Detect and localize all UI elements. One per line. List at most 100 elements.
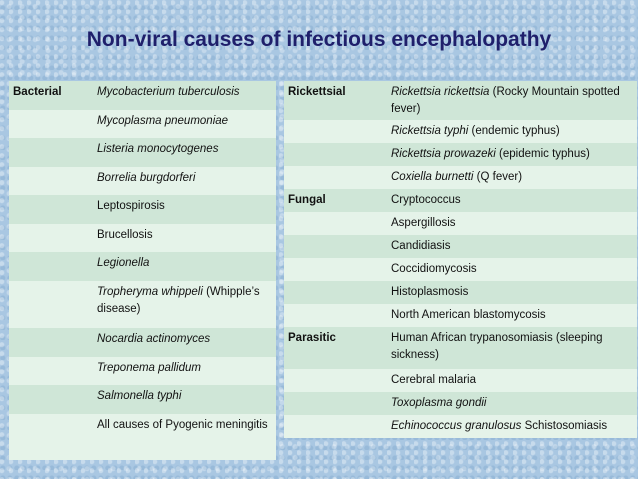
organism-cell: Coccidiomycosis (387, 258, 637, 282)
organism-note: (epidemic typhus) (499, 148, 590, 161)
organism-cell: Echinococcus granulosus Schistosomiasis (387, 415, 637, 439)
category-cell (284, 415, 387, 439)
organism-name: Brucellosis (97, 229, 153, 241)
category-cell (284, 392, 387, 416)
organism-name: Echinococcus granulosus (391, 420, 522, 433)
organism-name: Mycobacterium tuberculosis (97, 86, 240, 98)
table-row: Rickettsia typhi (endemic typhus) (284, 120, 637, 144)
organism-cell: Cryptococcus (387, 189, 637, 213)
organism-name: Rickettsia typhi (391, 125, 469, 138)
organism-cell: Borrelia burgdorferi (93, 167, 276, 195)
organism-name: Aspergillosis (391, 217, 456, 230)
organism-cell: Rickettsia prowazeki (epidemic typhus) (387, 143, 637, 167)
category-cell (9, 357, 93, 385)
table-row: Rickettsia prowazeki (epidemic typhus) (284, 143, 637, 167)
bacterial-table: Bacterial Mycobacterium tuberculosis Mycop… (9, 81, 276, 460)
organism-cell: Aspergillosis (387, 212, 637, 236)
organism-cell: Human African trypanosomiasis (sleeping … (387, 327, 637, 370)
table-row: Aspergillosis (284, 212, 637, 236)
category-cell (9, 110, 93, 138)
category-cell (9, 414, 93, 460)
category-cell (284, 258, 387, 282)
table-row: Fungal Cryptococcus (284, 189, 637, 213)
table-row: Treponema pallidum (9, 357, 276, 385)
organism-note: (Whipple’s disease) (97, 286, 260, 315)
table-row: Borrelia burgdorferi (9, 167, 276, 195)
category-cell: Bacterial (9, 81, 93, 110)
organism-cell: Histoplasmosis (387, 281, 637, 305)
table-row: Cerebral malaria (284, 369, 637, 393)
organism-name: Coccidiomycosis (391, 263, 477, 276)
organism-name: Listeria monocytogenes (97, 143, 219, 155)
category-cell (9, 252, 93, 281)
organism-cell: All causes of Pyogenic meningitis (93, 414, 276, 460)
organism-note: (Q fever) (476, 171, 523, 184)
other-causes-table: Rickettsial Rickettsia rickettsia (Rocky … (284, 81, 637, 439)
organism-name: Mycoplasma pneumoniae (97, 115, 229, 127)
organism-name: Toxoplasma gondii (391, 397, 487, 410)
organism-name: Treponema pallidum (97, 362, 201, 374)
organism-name: Tropheryma whippeli (97, 286, 203, 298)
category-cell (9, 328, 93, 357)
category-cell (284, 304, 387, 328)
category-cell: Fungal (284, 189, 387, 213)
category-cell (284, 369, 387, 393)
organism-cell: Brucellosis (93, 224, 276, 252)
organism-cell: Salmonella typhi (93, 385, 276, 414)
category-cell (9, 138, 93, 167)
organism-cell: Leptospirosis (93, 195, 276, 224)
organism-cell: Cerebral malaria (387, 369, 637, 393)
table-row: Brucellosis (9, 224, 276, 252)
organism-cell: Rickettsia rickettsia (Rocky Mountain sp… (387, 81, 637, 121)
table-row: Nocardia actinomyces (9, 328, 276, 357)
table-row: Coxiella burnetti (Q fever) (284, 166, 637, 190)
organism-cell: Nocardia actinomyces (93, 328, 276, 357)
category-cell (9, 281, 93, 328)
organism-cell: Candidiasis (387, 235, 637, 259)
organism-name: Leptospirosis (97, 200, 165, 212)
organism-name: Salmonella typhi (97, 390, 182, 402)
category-cell: Parasitic (284, 327, 387, 370)
table-row: Parasitic Human African trypanosomiasis (… (284, 327, 637, 370)
table-row: Rickettsial Rickettsia rickettsia (Rocky … (284, 81, 637, 121)
page-title: Non-viral causes of infectious encephalo… (86, 28, 552, 51)
organism-name: Rickettsia rickettsia (391, 86, 490, 98)
organism-name: Nocardia actinomyces (97, 333, 211, 345)
organism-name: Human African trypanosomiasis (sleeping … (391, 332, 603, 362)
category-cell (284, 281, 387, 305)
category-cell (9, 167, 93, 195)
category-cell (9, 385, 93, 414)
table-row: Coccidiomycosis (284, 258, 637, 282)
category-cell: Rickettsial (284, 81, 387, 121)
table-row: Candidiasis (284, 235, 637, 259)
organism-name: Cerebral malaria (391, 374, 477, 387)
category-cell (9, 195, 93, 224)
organism-name: Histoplasmosis (391, 286, 469, 299)
table-row: Tropheryma whippeli (Whipple’s disease) (9, 281, 276, 328)
organism-cell: Mycoplasma pneumoniae (93, 110, 276, 138)
organism-name: Candidiasis (391, 240, 451, 253)
organism-cell: Toxoplasma gondii (387, 392, 637, 416)
table-row: Salmonella typhi (9, 385, 276, 414)
table-row: Bacterial Mycobacterium tuberculosis (9, 81, 276, 110)
organism-cell: Tropheryma whippeli (Whipple’s disease) (93, 281, 276, 328)
table-row: Leptospirosis (9, 195, 276, 224)
category-cell (284, 166, 387, 190)
category-cell (284, 235, 387, 259)
organism-name: Legionella (97, 257, 150, 269)
organism-name: All causes of Pyogenic meningitis (97, 419, 268, 431)
table-row: Legionella (9, 252, 276, 281)
table-row: Listeria monocytogenes (9, 138, 276, 167)
organism-name: Borrelia burgdorferi (97, 172, 196, 184)
category-cell (9, 224, 93, 252)
organism-note: Schistosomiasis (524, 420, 608, 433)
organism-cell: Legionella (93, 252, 276, 281)
table-row: Toxoplasma gondii (284, 392, 637, 416)
organism-note: (Rocky Mountain spotted fever) (391, 86, 620, 115)
table-row: North American blastomycosis (284, 304, 637, 328)
table-row: Echinococcus granulosus Schistosomiasis (284, 415, 637, 439)
organism-cell: Mycobacterium tuberculosis (93, 81, 276, 110)
table-row: Mycoplasma pneumoniae (9, 110, 276, 138)
organism-cell: Coxiella burnetti (Q fever) (387, 166, 637, 190)
category-cell (284, 212, 387, 236)
